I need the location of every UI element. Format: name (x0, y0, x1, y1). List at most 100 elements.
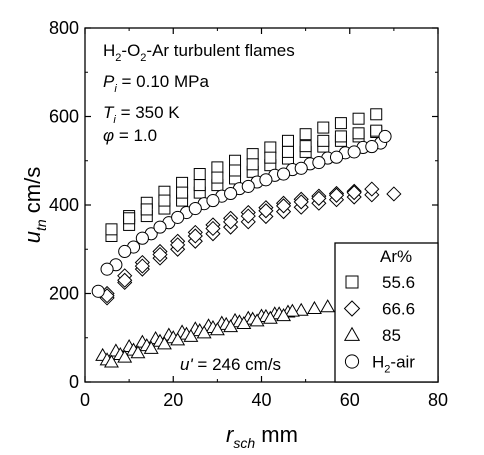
legend-label: H2-air (372, 353, 415, 376)
data-point-triangle (249, 313, 265, 327)
data-point-triangle (156, 336, 172, 350)
data-point-triangle (209, 322, 225, 336)
data-point-triangle (276, 308, 292, 322)
data-point-triangle (117, 349, 133, 363)
data-point-diamond (311, 190, 327, 206)
data-point-square (211, 161, 224, 174)
data-point-triangle (104, 354, 119, 368)
data-point-circle (91, 284, 105, 298)
legend-label: 66.6 (382, 300, 415, 319)
y-axis-label: utn cm/s (20, 167, 49, 244)
data-point-diamond (346, 185, 362, 201)
data-point-circle (312, 155, 326, 170)
data-point-circle (365, 140, 379, 154)
data-point-diamond (152, 246, 168, 263)
data-point-diamond (293, 194, 309, 210)
data-point-triangle (183, 328, 199, 342)
legend: Ar% 55.6 66.6 85 H2-air (334, 242, 439, 383)
data-point-square (229, 164, 242, 177)
y-tick-label: 400 (49, 195, 79, 215)
legend-title: Ar% (380, 247, 412, 266)
data-point-square (281, 134, 294, 147)
y-tick-label: 600 (49, 107, 79, 127)
data-point-square (370, 108, 383, 121)
data-point-square (246, 158, 259, 171)
data-point-triangle (130, 345, 146, 359)
uprime-annotation: u' = 246 cm/s (180, 355, 281, 374)
data-point-circle (171, 210, 185, 224)
data-point-diamond (170, 237, 186, 253)
annotation-line-4: φ = 1.0 (103, 126, 157, 145)
data-point-square (334, 130, 347, 143)
data-point-diamond (134, 258, 150, 274)
data-point-diamond (364, 181, 380, 197)
data-point-square (176, 186, 189, 199)
data-point-diamond (223, 214, 239, 230)
series-triangle (104, 308, 292, 368)
data-point-circle (118, 244, 132, 259)
data-point-square (352, 127, 365, 140)
data-point-square (105, 223, 118, 236)
data-point-square (370, 124, 383, 137)
data-marks (91, 108, 402, 368)
annotation-line-3: Ti = 350 K (103, 103, 180, 126)
data-point-square (334, 117, 347, 130)
data-point-diamond (205, 220, 221, 237)
data-point-circle (135, 231, 149, 245)
data-point-triangle (306, 300, 322, 314)
data-point-square (317, 134, 330, 147)
x-tick-label: 40 (251, 390, 271, 410)
series-diamond (99, 185, 362, 304)
data-point-circle (153, 220, 167, 234)
data-point-circle (224, 186, 238, 201)
data-point-triangle (262, 310, 278, 324)
data-point-triangle (196, 325, 212, 339)
series-square (105, 108, 383, 238)
x-axis-label: rsch mm (226, 422, 298, 451)
data-point-triangle (284, 303, 300, 317)
x-tick-label: 0 (80, 390, 90, 410)
data-point-diamond (187, 228, 203, 244)
data-point-square (123, 212, 136, 225)
data-point-square (193, 179, 206, 192)
data-point-triangle (143, 340, 159, 354)
legend-marker-diamond (343, 300, 361, 317)
data-point-circle (347, 145, 361, 159)
legend-label: 55.6 (382, 273, 415, 292)
legend-marker-circle (344, 354, 360, 369)
x-tick-label: 80 (428, 390, 448, 410)
data-point-square (140, 203, 153, 216)
annotation-block: H2-O2-Ar turbulent flames Pi = 0.10 MPa … (103, 41, 295, 145)
data-point-diamond (240, 208, 256, 224)
series-square (105, 124, 383, 236)
data-point-circle (188, 201, 202, 216)
y-tick-label: 800 (49, 18, 79, 38)
data-point-square (158, 194, 171, 207)
data-point-square (299, 128, 312, 141)
data-point-square (211, 171, 224, 184)
data-point-square (281, 145, 294, 158)
data-point-circle (378, 129, 392, 143)
data-point-square (317, 121, 330, 134)
data-point-circle (241, 179, 255, 193)
data-point-square (352, 112, 365, 125)
data-point-square (264, 141, 277, 154)
y-tick-label: 200 (49, 284, 79, 304)
legend-marker-square (345, 275, 359, 289)
data-point-circle (294, 161, 308, 175)
legend-marker-triangle (343, 326, 361, 341)
data-point-circle (206, 194, 220, 208)
y-tick-label: 0 (69, 372, 79, 392)
annotation-line-2: Pi = 0.10 MPa (103, 72, 209, 95)
x-tick-label: 20 (163, 390, 183, 410)
data-point-circle (329, 150, 344, 164)
series-circle (100, 129, 392, 276)
legend-label: 85 (382, 326, 401, 345)
data-point-diamond (328, 187, 345, 203)
data-point-diamond (275, 198, 292, 214)
data-point-circle (277, 167, 291, 181)
data-point-circle (259, 173, 273, 187)
data-point-diamond (258, 203, 274, 219)
